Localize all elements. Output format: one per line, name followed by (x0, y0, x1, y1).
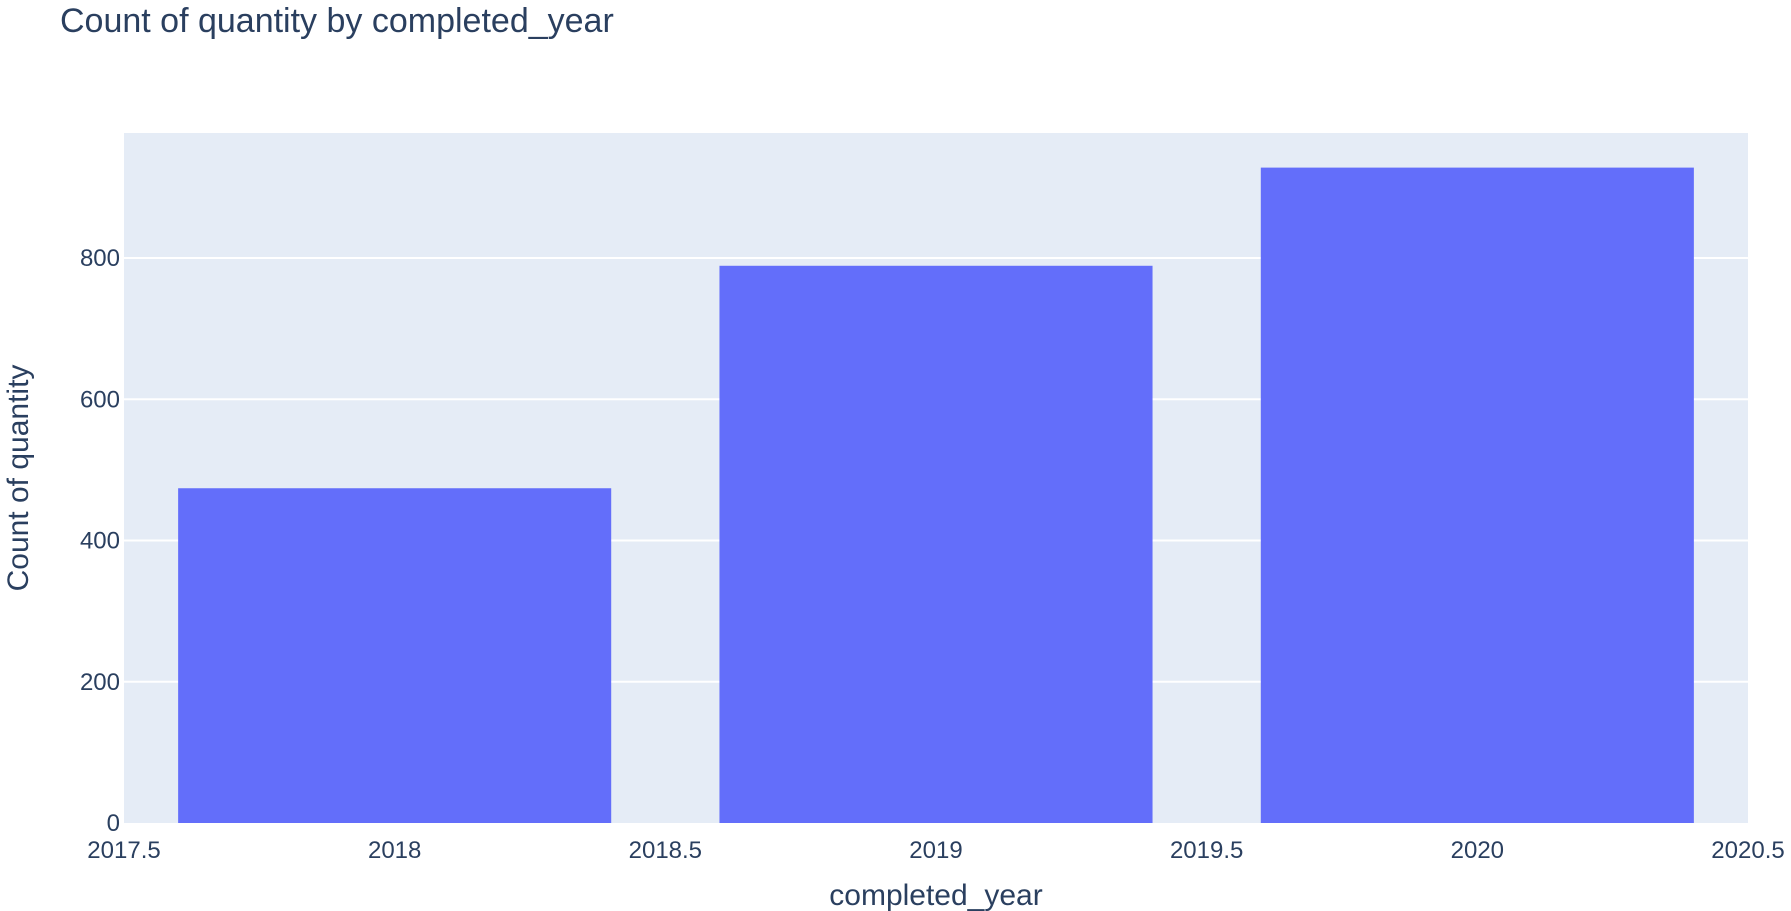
y-tick-label: 600 (80, 386, 120, 413)
bar-2020[interactable] (1260, 167, 1694, 823)
y-tick-label: 800 (80, 245, 120, 272)
x-tick-label: 2019.5 (1170, 837, 1243, 864)
x-tick-label: 2018.5 (629, 837, 702, 864)
chart-title: Count of quantity by completed_year (60, 2, 614, 40)
x-tick-label: 2020.5 (1711, 837, 1784, 864)
bars (178, 167, 1694, 823)
x-tick-label: 2018 (368, 837, 421, 864)
y-axis-ticks: 0 200 400 600 800 (80, 245, 120, 837)
y-axis-title: Count of quantity (2, 365, 35, 592)
x-tick-label: 2020 (1451, 837, 1504, 864)
y-tick-label: 400 (80, 528, 120, 555)
x-tick-label: 2019 (909, 837, 962, 864)
y-tick-label: 200 (80, 669, 120, 696)
x-axis-ticks: 2017.5 2018 2018.5 2019 2019.5 2020 2020.5 (87, 837, 1784, 864)
bar-2018[interactable] (178, 488, 612, 823)
y-tick-label: 0 (107, 810, 120, 837)
bar-2019[interactable] (719, 265, 1153, 823)
x-tick-label: 2017.5 (87, 837, 160, 864)
x-axis-title: completed_year (829, 879, 1042, 911)
